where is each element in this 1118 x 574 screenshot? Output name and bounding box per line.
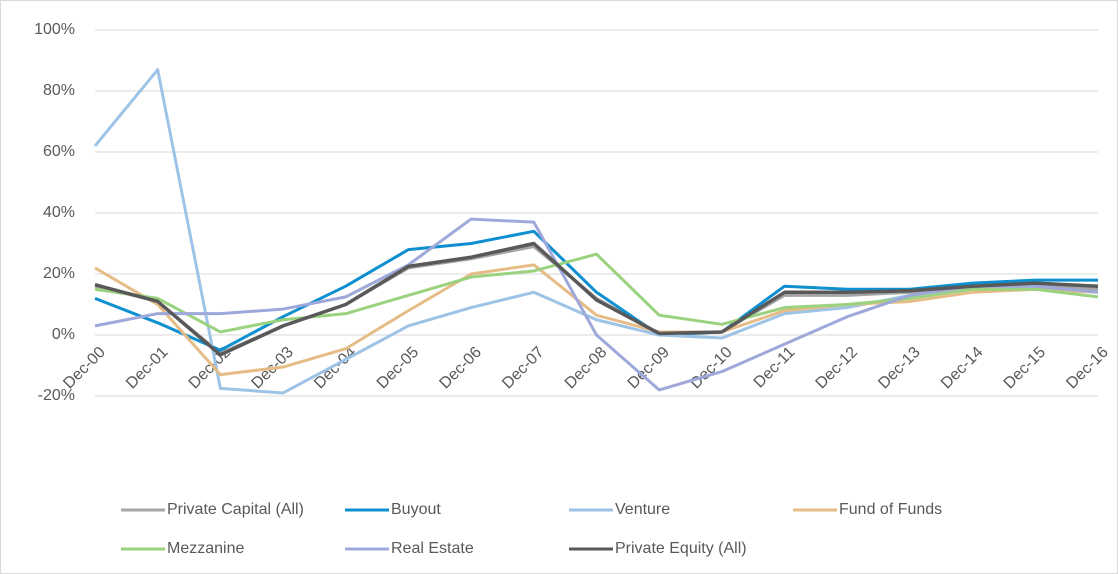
series-line — [94, 252, 1099, 334]
series-line — [94, 229, 1098, 352]
series-line — [94, 241, 1099, 357]
legend-label: Real Estate — [391, 540, 474, 557]
series-line — [94, 217, 1099, 392]
y-tick-label: 100% — [34, 21, 75, 38]
y-tick-label: 20% — [43, 265, 75, 282]
legend-label: Fund of Funds — [839, 501, 942, 518]
legend-label: Venture — [615, 501, 670, 518]
y-tick-label: 60% — [43, 143, 75, 160]
y-tick-label: 80% — [43, 82, 75, 99]
legend-label: Private Capital (All) — [167, 501, 304, 518]
y-tick-label: 40% — [43, 204, 75, 221]
y-tick-label: 0% — [52, 326, 75, 343]
legend-label: Buyout — [391, 501, 441, 518]
series-line — [94, 263, 1099, 377]
legend-label: Private Equity (All) — [615, 540, 747, 557]
y-tick-label: -20% — [38, 387, 75, 404]
legend-label: Mezzanine — [167, 540, 244, 557]
